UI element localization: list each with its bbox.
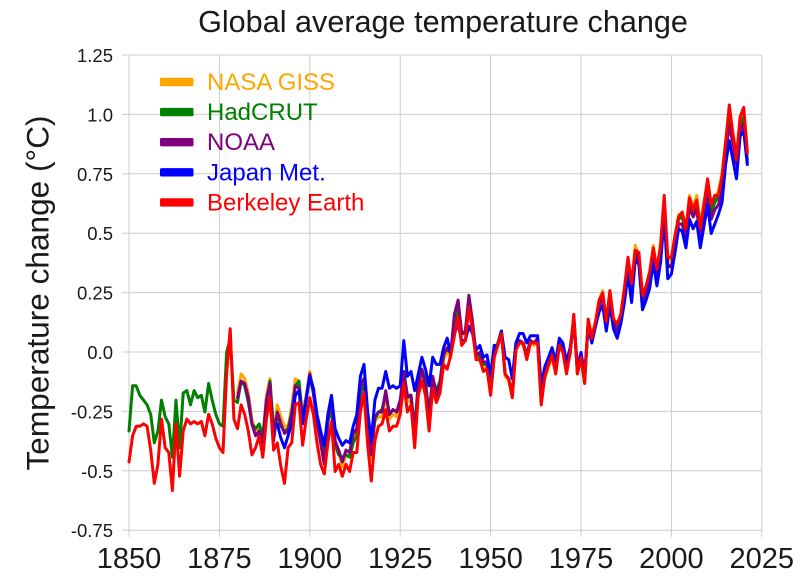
svg-text:1975: 1975 bbox=[549, 543, 614, 575]
svg-text:1875: 1875 bbox=[187, 543, 252, 575]
svg-text:0.5: 0.5 bbox=[87, 223, 113, 244]
svg-text:NASA GISS: NASA GISS bbox=[207, 69, 335, 96]
svg-text:0.25: 0.25 bbox=[77, 283, 113, 304]
svg-text:1925: 1925 bbox=[368, 543, 433, 575]
svg-text:Berkeley Earth: Berkeley Earth bbox=[207, 189, 364, 216]
svg-text:2000: 2000 bbox=[639, 543, 704, 575]
svg-text:NOAA: NOAA bbox=[207, 129, 275, 156]
svg-text:-0.75: -0.75 bbox=[71, 520, 113, 541]
svg-text:Temperature change (°C): Temperature change (°C) bbox=[20, 115, 56, 470]
svg-text:0.75: 0.75 bbox=[77, 164, 113, 185]
svg-text:HadCRUT: HadCRUT bbox=[207, 99, 318, 126]
svg-text:1.25: 1.25 bbox=[77, 45, 113, 66]
svg-text:Global average temperature cha: Global average temperature change bbox=[198, 5, 688, 39]
svg-text:-0.25: -0.25 bbox=[71, 401, 113, 422]
svg-text:2025: 2025 bbox=[730, 543, 795, 575]
svg-text:1.0: 1.0 bbox=[87, 104, 113, 125]
svg-text:Japan Met.: Japan Met. bbox=[207, 159, 326, 186]
svg-text:-0.5: -0.5 bbox=[81, 461, 113, 482]
svg-text:1950: 1950 bbox=[458, 543, 523, 575]
svg-text:1900: 1900 bbox=[278, 543, 343, 575]
svg-text:0.0: 0.0 bbox=[87, 342, 113, 363]
svg-text:1850: 1850 bbox=[97, 543, 162, 575]
